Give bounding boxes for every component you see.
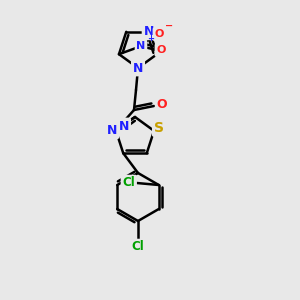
Text: +: +: [147, 34, 154, 43]
Text: N: N: [133, 61, 143, 74]
Text: O: O: [157, 98, 167, 110]
Text: O: O: [154, 29, 164, 39]
Text: N: N: [107, 124, 117, 137]
Text: N: N: [119, 119, 129, 133]
Text: N: N: [144, 25, 154, 38]
Text: Cl: Cl: [122, 176, 135, 190]
Text: −: −: [165, 21, 173, 31]
Text: N: N: [136, 41, 146, 51]
Text: S: S: [154, 121, 164, 135]
Text: O: O: [156, 45, 166, 55]
Text: Cl: Cl: [132, 241, 144, 254]
Text: H: H: [107, 123, 117, 133]
